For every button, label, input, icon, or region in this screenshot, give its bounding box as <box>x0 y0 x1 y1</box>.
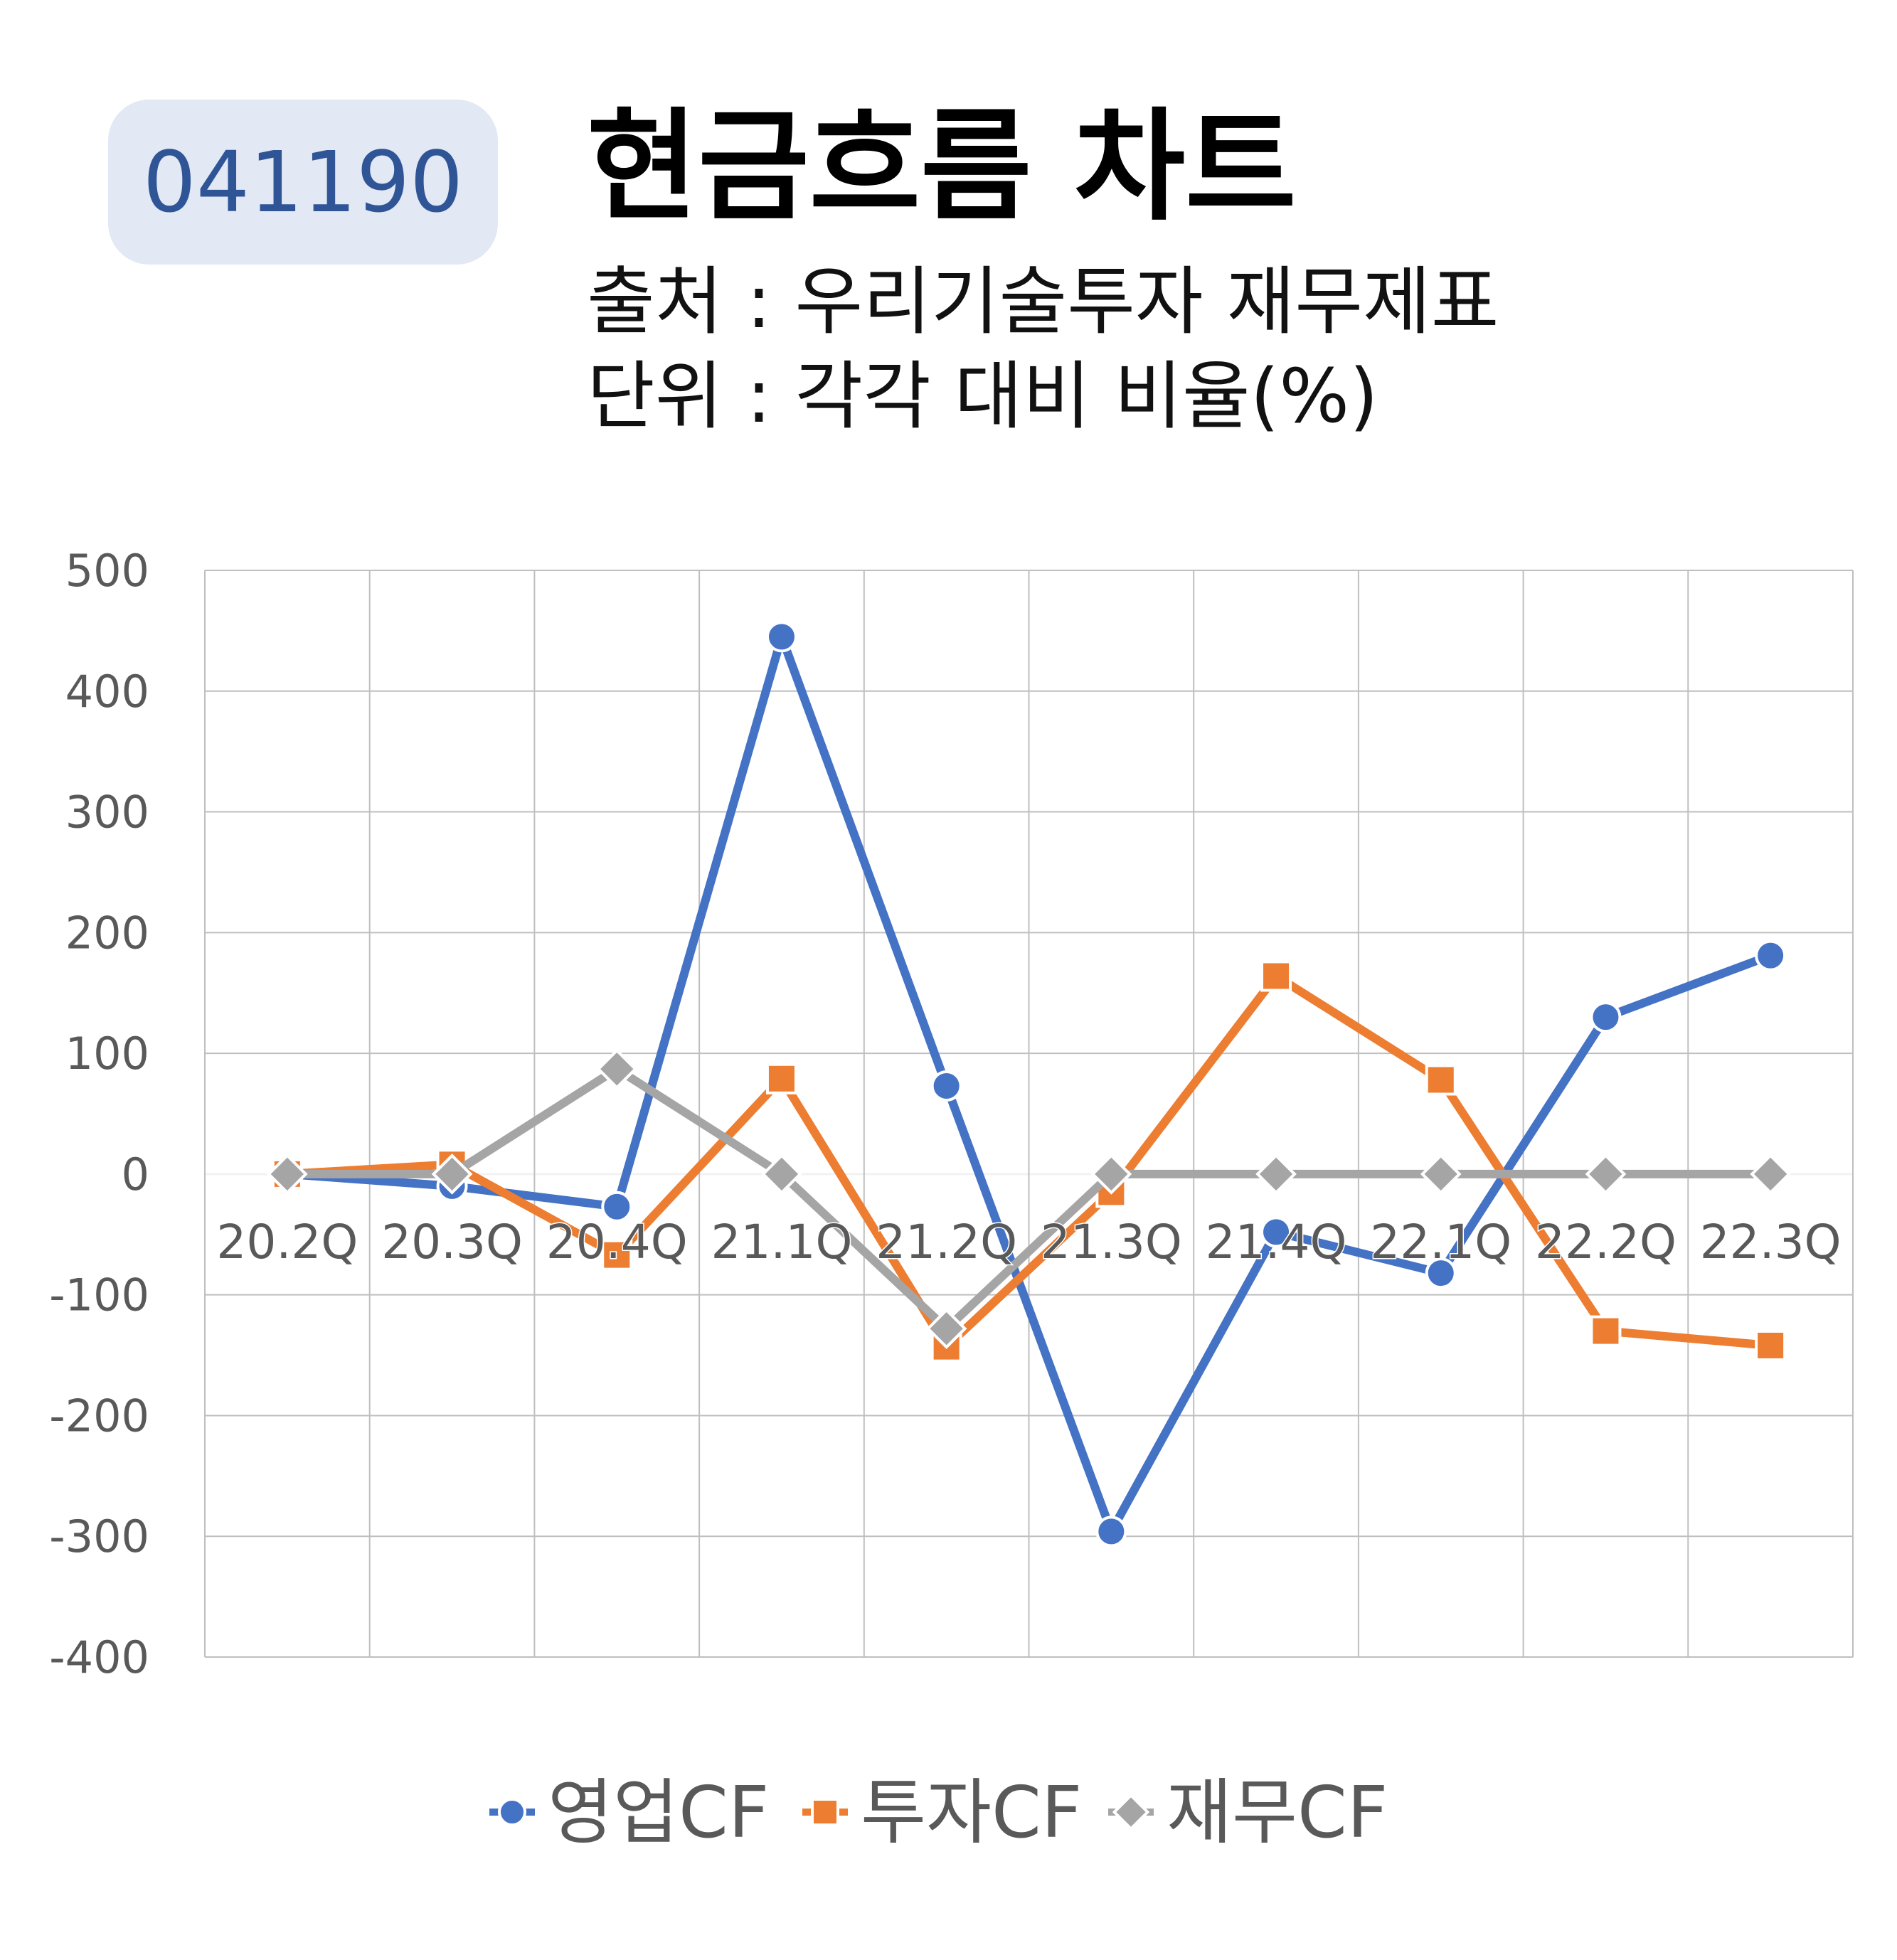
x-tick-label: 20.4Q <box>546 1215 688 1269</box>
data-point <box>1585 1154 1627 1195</box>
x-axis-ticks: 20.2Q 20.3Q 20.4Q 21.1Q 21.2Q 21.3Q 21.4Q 22.1Q… <box>216 1213 1842 1270</box>
data-point <box>1750 1154 1791 1195</box>
data-point <box>431 1154 473 1195</box>
x-tick-label: 21.4Q <box>1206 1215 1347 1269</box>
y-axis-ticks: 500 400 300 200 100 0 -100 -200 -300 -400 <box>49 545 149 1683</box>
y-tick-label: -400 <box>49 1631 149 1683</box>
y-tick-label: -100 <box>49 1269 149 1321</box>
data-point <box>267 1154 308 1195</box>
data-point <box>596 1048 638 1090</box>
series-diamond <box>267 1048 1791 1350</box>
y-tick-label: 400 <box>65 666 149 718</box>
legend-item: 투자CF <box>802 1771 1082 1854</box>
y-tick-label: 300 <box>65 787 149 838</box>
data-point <box>601 1239 633 1271</box>
x-tick-label: 22.3Q <box>1700 1215 1842 1269</box>
data-point <box>1095 1516 1127 1548</box>
stock-code-badge: 041190 <box>108 100 498 265</box>
data-point <box>765 621 797 653</box>
stock-code: 041190 <box>142 133 464 231</box>
data-point <box>1425 1257 1457 1289</box>
y-tick-label: 500 <box>65 545 149 597</box>
x-tick-label: 20.3Q <box>381 1215 523 1269</box>
y-tick-label: -200 <box>49 1390 149 1442</box>
data-point <box>1090 1154 1132 1195</box>
data-point <box>498 1798 526 1826</box>
y-tick-label: 0 <box>122 1149 149 1200</box>
data-point <box>1112 1793 1150 1831</box>
legend-item: 영업CF <box>489 1771 769 1854</box>
x-tick-label: 22.2Q <box>1535 1215 1677 1269</box>
data-point <box>761 1154 802 1195</box>
chart-source: 출처 : 우리기술투자 재무제표 <box>587 258 1499 345</box>
x-tick-label: 21.3Q <box>1041 1215 1182 1269</box>
data-point <box>765 1062 797 1094</box>
data-point <box>1255 1154 1297 1195</box>
legend-item: 재무CF <box>1108 1771 1388 1854</box>
data-point <box>1260 1216 1292 1248</box>
x-tick-label: 20.2Q <box>216 1215 358 1269</box>
data-point <box>601 1191 633 1223</box>
data-point <box>1260 960 1292 992</box>
y-tick-label: -300 <box>49 1511 149 1562</box>
legend-label: 투자CF <box>861 1771 1082 1854</box>
grid <box>204 570 1854 1658</box>
x-tick-label: 22.1Q <box>1370 1215 1511 1269</box>
x-tick-label: 21.2Q <box>876 1215 1017 1269</box>
x-tick-label: 21.1Q <box>711 1215 852 1269</box>
data-point <box>1420 1154 1462 1195</box>
data-point <box>1755 939 1787 971</box>
data-point <box>925 1308 967 1350</box>
data-point <box>1590 1315 1622 1347</box>
data-point <box>811 1798 839 1826</box>
series-line <box>282 1065 1775 1333</box>
legend-label: 재무CF <box>1167 1771 1388 1854</box>
y-tick-label: 200 <box>65 907 149 959</box>
legend-label: 영업CF <box>548 1771 769 1854</box>
series-line <box>282 971 1775 1351</box>
chart-title: 현금흐름 차트 <box>587 97 1297 238</box>
chart-unit: 단위 : 각각 대비 비율(%) <box>587 353 1378 440</box>
data-point <box>1590 1001 1622 1033</box>
data-point <box>1425 1064 1457 1096</box>
series-line <box>282 632 1775 1536</box>
y-tick-label: 100 <box>65 1028 149 1080</box>
legend: 영업CF 투자CF 재무CF <box>489 1771 1388 1854</box>
series-lines <box>267 621 1791 1548</box>
data-point <box>1755 1329 1787 1361</box>
data-point <box>930 1070 962 1102</box>
